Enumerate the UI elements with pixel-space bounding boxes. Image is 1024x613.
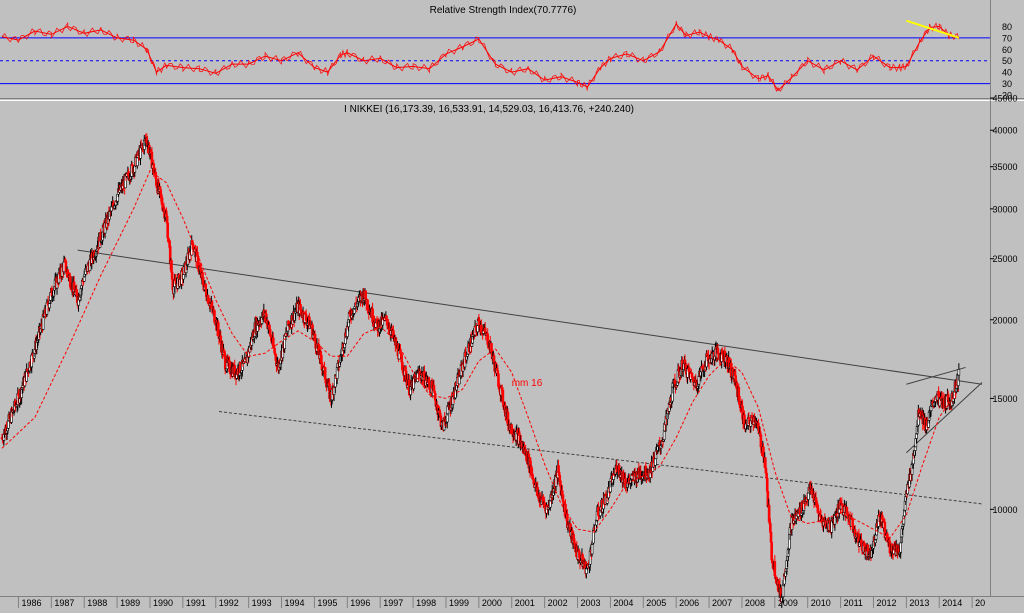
price-candle	[957, 369, 961, 376]
price-tick-label: 35000	[992, 162, 1017, 172]
price-candle	[765, 477, 769, 492]
x-tick-label: 1993	[252, 598, 272, 608]
price-tick-label: 45000	[992, 94, 1017, 104]
price-tick-label: 10000	[992, 505, 1017, 515]
price-candle	[313, 333, 317, 341]
price-candle	[558, 475, 562, 482]
x-tick-label: 2003	[581, 598, 601, 608]
price-tick-label: 20000	[992, 315, 1017, 325]
price-tick-label: 30000	[992, 204, 1017, 214]
rsi-tick-label: 70	[1002, 33, 1012, 43]
rsi-tick-label: 40	[1002, 68, 1012, 78]
price-candle	[913, 446, 917, 451]
moving-average-label: mm 16	[512, 378, 543, 389]
x-tick-label: 2002	[548, 598, 568, 608]
x-tick-label: 20	[975, 598, 985, 608]
price-candle	[874, 534, 878, 540]
price-tick-label: 25000	[992, 254, 1017, 264]
x-tick-label: 2009	[778, 598, 798, 608]
moving-average-line	[1, 169, 960, 539]
x-tick-label: 2011	[844, 598, 863, 608]
x-tick-label: 1989	[120, 598, 140, 608]
x-tick-label: 1999	[449, 598, 469, 608]
x-tick-label: 2006	[679, 598, 699, 608]
x-tick-label: 1987	[54, 598, 74, 608]
price-title: I NIKKEI (16,173.39, 16,533.91, 14,529.0…	[344, 104, 634, 115]
price-candles	[0, 133, 961, 609]
price-candle	[807, 492, 810, 500]
x-tick-label: 2004	[613, 598, 633, 608]
price-candle	[110, 206, 113, 212]
x-tick-label: 2000	[482, 598, 502, 608]
rsi-tick-label: 80	[1002, 22, 1012, 32]
price-trend-line	[77, 249, 983, 385]
x-tick-label: 1994	[285, 598, 305, 608]
x-tick-label: 2008	[745, 598, 765, 608]
rsi-line-detail	[1, 20, 960, 93]
x-tick-label: 2014	[942, 598, 962, 608]
x-tick-label: 1990	[153, 598, 173, 608]
x-tick-label: 2013	[909, 598, 929, 608]
price-trend-line	[906, 366, 966, 385]
price-candle	[899, 542, 902, 553]
x-tick-label: 1997	[383, 598, 403, 608]
price-trend-line	[906, 382, 983, 454]
x-tick-label: 1988	[87, 598, 107, 608]
price-candle	[653, 458, 657, 466]
price-trend-line	[218, 411, 983, 505]
x-tick-label: 2005	[646, 598, 666, 608]
price-candle	[385, 315, 388, 321]
price-candle	[536, 487, 539, 497]
x-tick-label: 1996	[350, 598, 370, 608]
price-candle	[182, 274, 185, 280]
x-tick-label: 2010	[811, 598, 831, 608]
rsi-title: Relative Strength Index(70.7776)	[430, 5, 577, 16]
rsi-trendline	[906, 19, 960, 39]
x-tick-label: 1991	[186, 598, 206, 608]
rsi-tick-label: 50	[1002, 56, 1012, 66]
x-tick-label: 1998	[416, 598, 436, 608]
x-tick-label: 2007	[712, 598, 732, 608]
price-candle	[590, 544, 594, 555]
x-tick-label: 1986	[21, 598, 41, 608]
price-candle	[158, 186, 162, 191]
rsi-tick-label: 60	[1002, 45, 1012, 55]
x-tick-label: 1992	[219, 598, 239, 608]
price-candle	[769, 531, 773, 543]
x-tick-label: 2012	[876, 598, 896, 608]
x-tick-label: 1995	[317, 598, 337, 608]
price-candle	[697, 376, 701, 385]
rsi-tick-label: 20	[1002, 91, 1012, 101]
price-candle	[48, 303, 51, 309]
price-tick-label: 40000	[992, 126, 1017, 136]
rsi-tick-label: 30	[1002, 79, 1012, 89]
price-candle	[773, 561, 777, 577]
price-candle	[767, 504, 771, 523]
price-candle	[770, 541, 773, 561]
price-candle	[781, 584, 785, 597]
price-candle	[762, 446, 765, 458]
x-tick-label: 2001	[515, 598, 535, 608]
price-tick-label: 15000	[992, 394, 1017, 404]
price-candle	[662, 430, 666, 440]
